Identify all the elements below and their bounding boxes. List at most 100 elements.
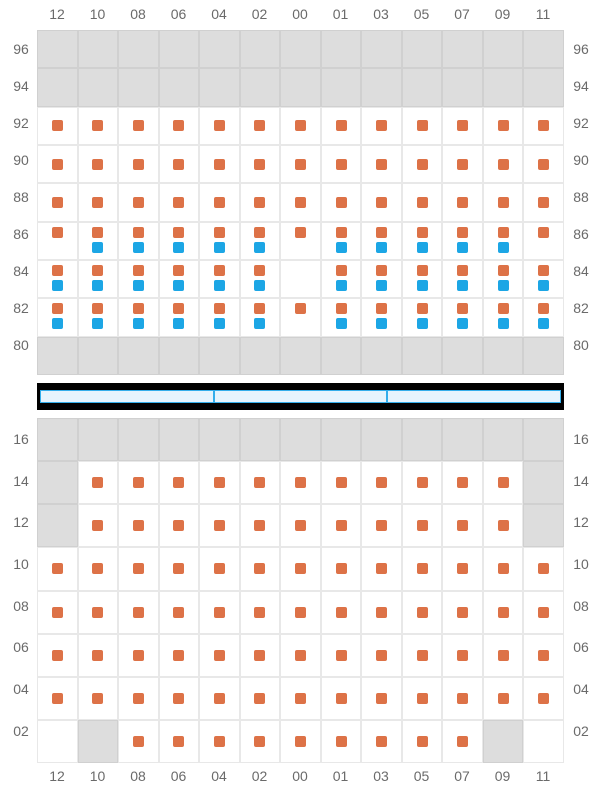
seat-cell[interactable]	[523, 222, 564, 260]
seat-cell[interactable]	[402, 145, 443, 183]
seat-cell[interactable]	[118, 222, 159, 260]
seat-cell[interactable]	[118, 461, 159, 504]
seat-cell[interactable]	[118, 547, 159, 590]
seat-cell[interactable]	[118, 677, 159, 720]
seat-cell[interactable]	[321, 107, 362, 145]
seat-cell[interactable]	[361, 260, 402, 298]
seat-cell[interactable]	[280, 107, 321, 145]
seat-cell[interactable]	[199, 504, 240, 547]
seat-cell[interactable]	[280, 260, 321, 298]
seat-cell[interactable]	[199, 547, 240, 590]
seat-cell[interactable]	[361, 720, 402, 763]
seat-cell[interactable]	[240, 298, 281, 336]
seat-cell[interactable]	[483, 183, 524, 221]
seat-cell[interactable]	[402, 634, 443, 677]
seat-cell[interactable]	[37, 107, 78, 145]
seat-cell[interactable]	[280, 720, 321, 763]
seat-cell[interactable]	[321, 591, 362, 634]
seat-cell[interactable]	[159, 547, 200, 590]
seat-cell[interactable]	[78, 591, 119, 634]
seat-cell[interactable]	[159, 183, 200, 221]
seat-cell[interactable]	[442, 677, 483, 720]
seat-cell[interactable]	[361, 107, 402, 145]
seat-cell[interactable]	[37, 260, 78, 298]
seat-cell[interactable]	[280, 145, 321, 183]
seat-cell[interactable]	[159, 260, 200, 298]
seat-cell[interactable]	[402, 547, 443, 590]
seat-cell[interactable]	[118, 260, 159, 298]
seat-cell[interactable]	[118, 720, 159, 763]
seat-cell[interactable]	[523, 677, 564, 720]
seat-cell[interactable]	[402, 222, 443, 260]
seat-cell[interactable]	[442, 298, 483, 336]
seat-cell[interactable]	[199, 183, 240, 221]
seat-cell[interactable]	[321, 547, 362, 590]
seat-cell[interactable]	[523, 634, 564, 677]
seat-cell[interactable]	[280, 547, 321, 590]
seat-cell[interactable]	[483, 461, 524, 504]
seat-cell[interactable]	[240, 107, 281, 145]
seat-cell[interactable]	[240, 260, 281, 298]
seat-cell[interactable]	[37, 298, 78, 336]
seat-cell[interactable]	[199, 720, 240, 763]
seat-cell[interactable]	[37, 183, 78, 221]
seat-cell[interactable]	[361, 461, 402, 504]
seat-cell[interactable]	[402, 677, 443, 720]
seat-cell[interactable]	[523, 260, 564, 298]
seat-cell[interactable]	[37, 145, 78, 183]
seat-cell[interactable]	[118, 298, 159, 336]
seat-cell[interactable]	[37, 591, 78, 634]
seat-cell[interactable]	[483, 677, 524, 720]
seat-cell[interactable]	[361, 222, 402, 260]
seat-cell[interactable]	[321, 222, 362, 260]
seat-cell[interactable]	[118, 591, 159, 634]
seat-cell[interactable]	[483, 591, 524, 634]
seat-cell[interactable]	[483, 298, 524, 336]
seat-cell[interactable]	[483, 504, 524, 547]
seat-cell[interactable]	[78, 298, 119, 336]
seat-cell[interactable]	[118, 504, 159, 547]
seat-cell[interactable]	[118, 145, 159, 183]
seat-cell[interactable]	[159, 634, 200, 677]
seat-cell[interactable]	[78, 461, 119, 504]
seat-cell[interactable]	[321, 298, 362, 336]
seat-cell[interactable]	[159, 145, 200, 183]
seat-cell[interactable]	[402, 461, 443, 504]
seat-cell[interactable]	[402, 504, 443, 547]
seat-cell[interactable]	[321, 677, 362, 720]
seat-cell[interactable]	[118, 634, 159, 677]
seat-cell[interactable]	[280, 183, 321, 221]
seat-cell[interactable]	[483, 547, 524, 590]
seat-cell[interactable]	[442, 183, 483, 221]
seat-cell[interactable]	[240, 547, 281, 590]
seat-cell[interactable]	[361, 677, 402, 720]
seat-cell[interactable]	[442, 720, 483, 763]
seat-cell[interactable]	[199, 591, 240, 634]
seat-cell[interactable]	[402, 591, 443, 634]
seat-cell[interactable]	[321, 260, 362, 298]
seat-cell[interactable]	[483, 222, 524, 260]
seat-cell[interactable]	[240, 504, 281, 547]
seat-cell[interactable]	[240, 461, 281, 504]
seat-cell[interactable]	[78, 547, 119, 590]
seat-cell[interactable]	[280, 677, 321, 720]
seat-cell[interactable]	[523, 591, 564, 634]
seat-cell[interactable]	[321, 461, 362, 504]
seat-cell[interactable]	[321, 634, 362, 677]
seat-cell[interactable]	[483, 260, 524, 298]
seat-cell[interactable]	[442, 107, 483, 145]
seat-cell[interactable]	[361, 547, 402, 590]
seat-cell[interactable]	[442, 634, 483, 677]
seat-cell[interactable]	[199, 677, 240, 720]
seat-cell[interactable]	[240, 634, 281, 677]
seat-cell[interactable]	[240, 720, 281, 763]
seat-cell[interactable]	[321, 145, 362, 183]
seat-cell[interactable]	[361, 145, 402, 183]
seat-cell[interactable]	[78, 183, 119, 221]
seat-cell[interactable]	[78, 107, 119, 145]
seat-cell[interactable]	[37, 222, 78, 260]
seat-cell[interactable]	[37, 720, 78, 763]
seat-cell[interactable]	[199, 298, 240, 336]
seat-cell[interactable]	[321, 720, 362, 763]
seat-cell[interactable]	[523, 107, 564, 145]
